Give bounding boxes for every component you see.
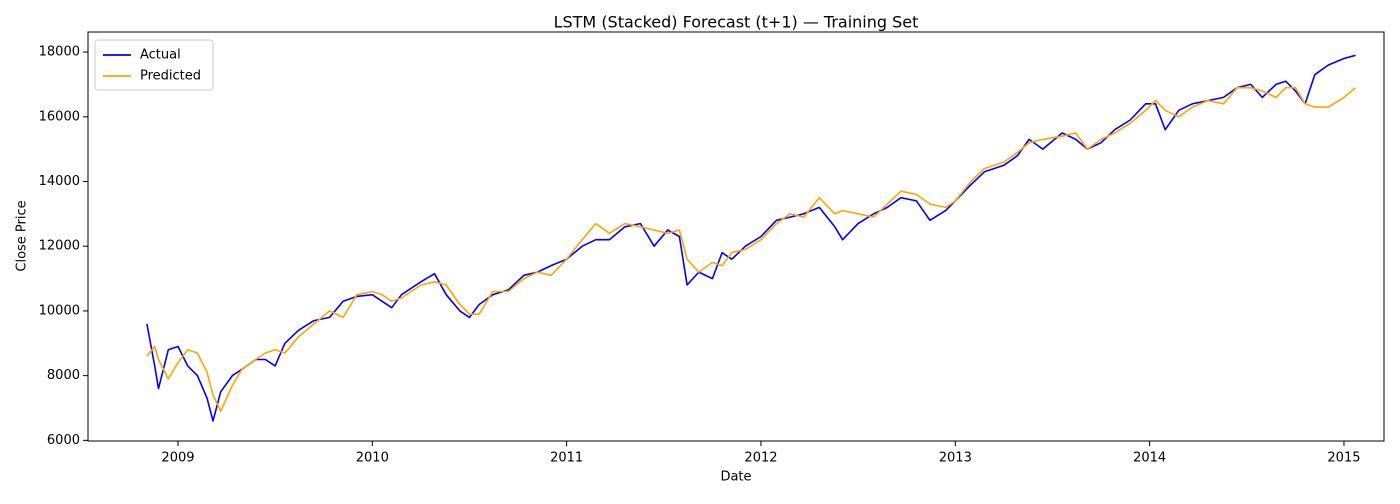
y-tick-label: 16000 bbox=[39, 109, 80, 124]
series-line bbox=[146, 86, 1357, 412]
x-tick-label: 2011 bbox=[550, 451, 583, 466]
x-tick-label: 2012 bbox=[744, 451, 777, 466]
series-line bbox=[146, 54, 1356, 422]
legend-label: Actual bbox=[140, 48, 181, 63]
x-tick-label: 2015 bbox=[1327, 451, 1360, 466]
x-tick-label: 2010 bbox=[356, 451, 389, 466]
y-tick-label: 10000 bbox=[39, 303, 80, 318]
y-tick-label: 18000 bbox=[39, 45, 80, 60]
x-tick-label: 2014 bbox=[1133, 451, 1166, 466]
x-tick-label: 2009 bbox=[161, 451, 194, 466]
x-axis-label: Date bbox=[720, 470, 751, 485]
legend-frame bbox=[94, 39, 214, 91]
y-tick-label: 8000 bbox=[47, 368, 80, 383]
plot-frame bbox=[87, 31, 1385, 442]
y-axis-label: Close Price bbox=[15, 200, 30, 271]
x-tick-label: 2013 bbox=[939, 451, 972, 466]
y-tick-label: 6000 bbox=[47, 433, 80, 448]
y-tick-label: 14000 bbox=[39, 174, 80, 189]
chart-title: LSTM (Stacked) Forecast (t+1) — Training… bbox=[554, 13, 919, 32]
legend-label: Predicted bbox=[140, 69, 201, 84]
legend: Actual Predicted bbox=[94, 39, 214, 91]
y-tick-label: 12000 bbox=[39, 239, 80, 254]
